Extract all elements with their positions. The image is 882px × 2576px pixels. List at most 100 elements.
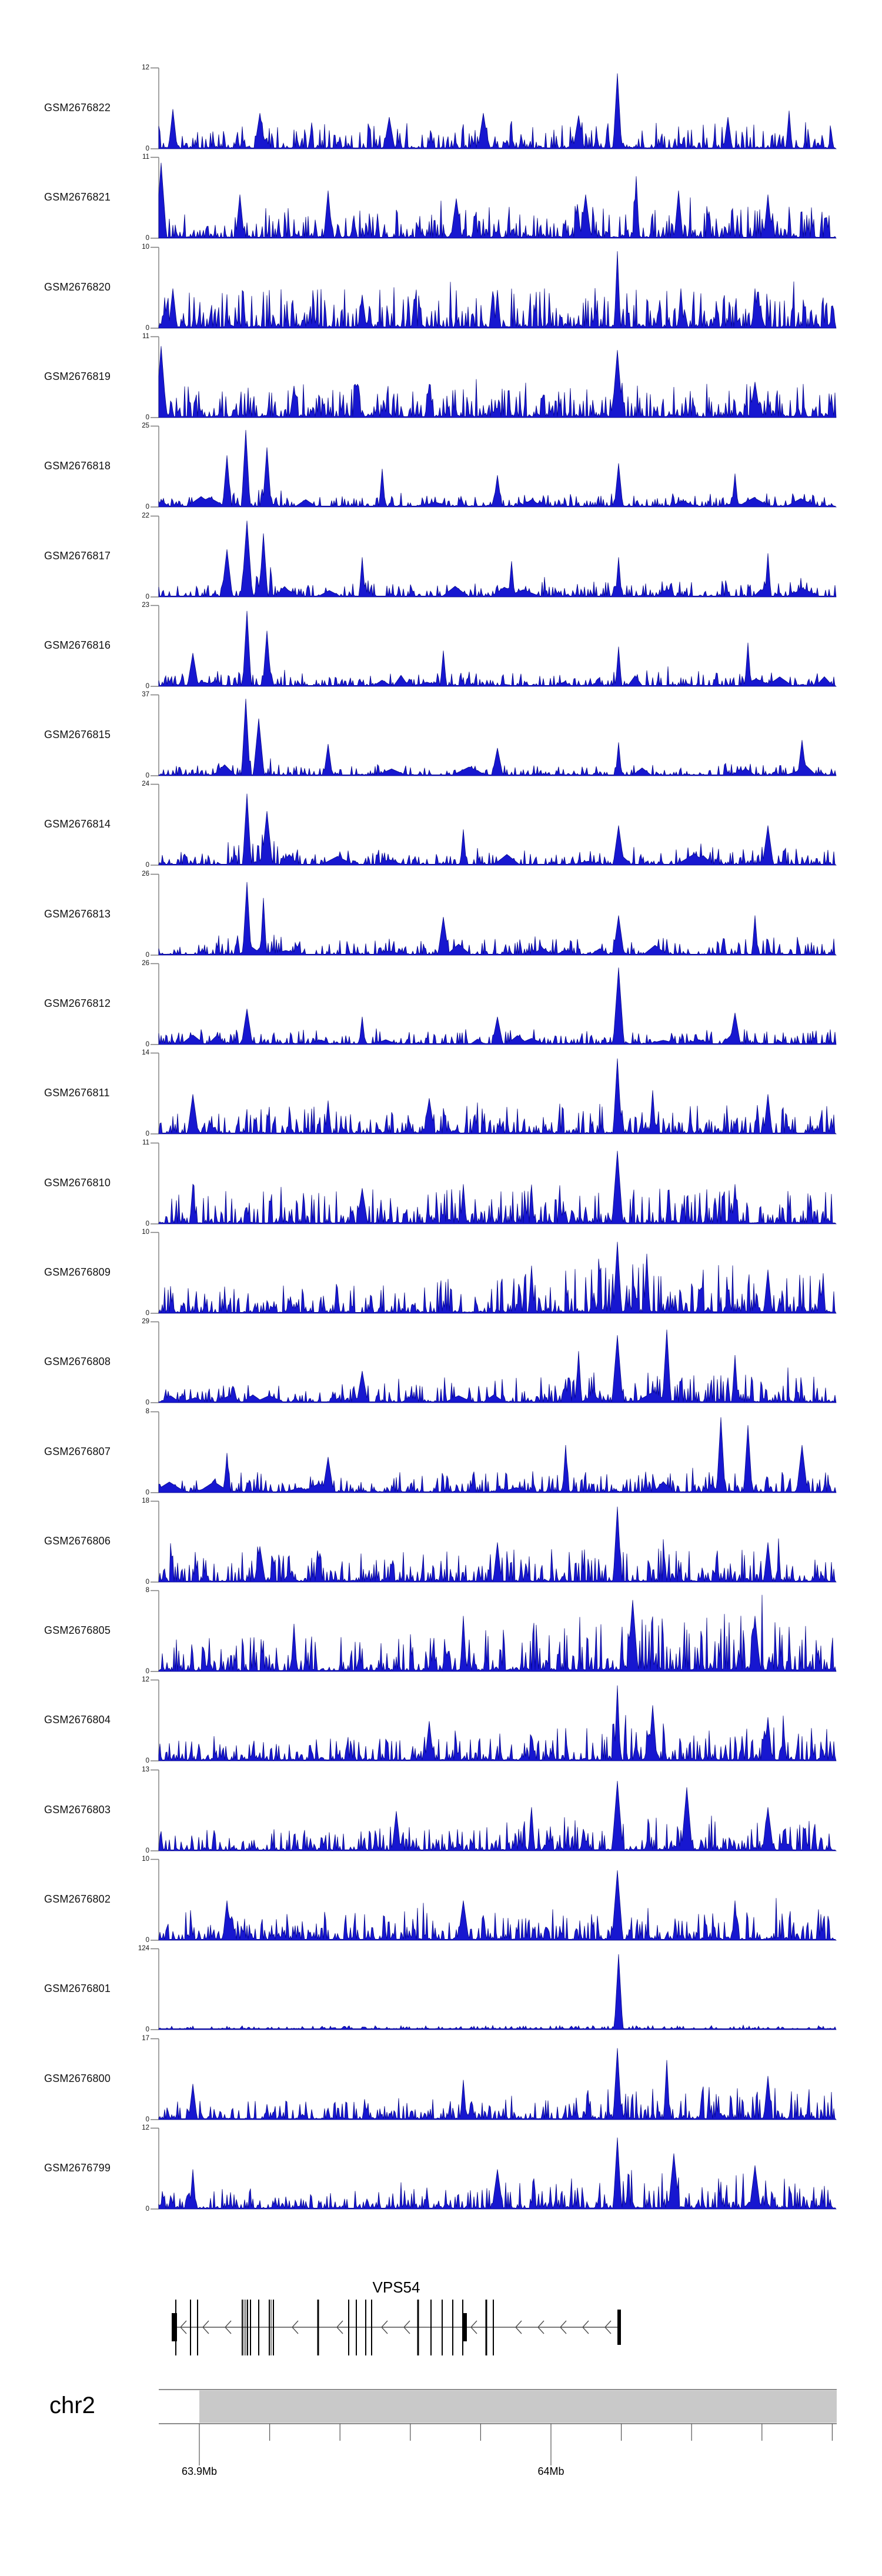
y-axis [151,1948,159,2030]
coverage-plot [151,156,837,239]
y-axis [151,1411,159,1493]
y-axis [151,1321,159,1403]
strand-arrow-icon [403,2320,410,2334]
coverage-waveform [158,1417,837,1493]
axis-max-label: 12 [142,1676,149,1683]
coverage-waveform [158,1594,837,1671]
axis-zero-label: 0 [145,1757,149,1764]
sample-label: GSM2676800 [44,2073,111,2084]
sample-label: GSM2676819 [44,371,111,382]
strand-arrow-icon [604,2320,612,2334]
axis-max-label: 24 [142,780,149,788]
coverage-plot [151,2127,837,2210]
axis-max-label: 25 [142,422,149,429]
axis-max-label: 11 [142,154,149,161]
ruler-tick-label: 64Mb [537,2465,564,2477]
coverage-plot [151,963,837,1045]
coverage-plot [151,873,837,956]
axis-zero-label: 0 [145,2205,149,2213]
coverage-plot [151,783,837,866]
y-axis [151,694,159,776]
sample-label: GSM2676812 [44,997,111,1009]
axis-max-label: 124 [138,1945,149,1952]
sample-label: GSM2676810 [44,1177,111,1189]
coverage-plot [151,515,837,598]
axis-zero-label: 0 [145,772,149,779]
y-axis [151,246,159,329]
axis-zero-label: 0 [145,2026,149,2033]
coverage-plot [151,246,837,329]
coverage-plot [151,2038,837,2120]
sample-label: GSM2676802 [44,1893,111,1905]
axis-max-label: 10 [142,243,149,251]
y-axis [151,783,159,866]
axis-zero-label: 0 [145,1130,149,1137]
gene-name-label: VPS54 [372,2278,420,2296]
coverage-plot [151,1232,837,1314]
axis-max-label: 37 [142,691,149,698]
axis-zero-label: 0 [145,234,149,242]
chromosome-name-label: chr2 [49,2393,95,2418]
axis-zero-label: 0 [145,1578,149,1586]
sample-label: GSM2676799 [44,2162,111,2174]
coverage-waveform [158,1506,837,1582]
strand-arrow-icon [202,2320,209,2334]
coverage-waveform [158,610,837,686]
strand-arrow-icon [560,2320,567,2334]
strand-arrow-icon [180,2320,187,2334]
sample-label: GSM2676805 [44,1624,111,1636]
y-axis [151,963,159,1045]
y-axis [151,1232,159,1314]
strand-arrow-icon [515,2320,522,2334]
strand-arrow-icon [381,2320,388,2334]
coverage-waveform [158,793,837,865]
y-axis [151,2127,159,2210]
axis-zero-label: 0 [145,861,149,869]
sample-label: GSM2676816 [44,639,111,651]
y-axis [151,605,159,687]
axis-zero-label: 0 [145,413,149,421]
axis-zero-label: 0 [145,1936,149,1944]
strand-arrow-icon [336,2320,343,2334]
coverage-waveform [158,345,837,418]
coverage-plot [151,425,837,508]
coverage-waveform [158,73,837,149]
axis-max-label: 10 [142,1856,149,1863]
coverage-waveform [158,882,837,955]
coverage-waveform [158,698,837,776]
coverage-waveform [158,2137,837,2209]
y-axis [151,1590,159,1672]
axis-zero-label: 0 [145,1309,149,1317]
coverage-waveform [158,1150,837,1224]
sample-label: GSM2676803 [44,1804,111,1816]
coverage-plot [151,336,837,418]
y-axis [151,1679,159,1761]
sample-label: GSM2676815 [44,729,111,740]
strand-arrow-icon [292,2320,299,2334]
sample-label: GSM2676822 [44,102,111,114]
y-axis [151,873,159,956]
coverage-waveform [158,429,837,507]
axis-max-label: 14 [142,1049,149,1056]
sample-label: GSM2676808 [44,1356,111,1367]
axis-zero-label: 0 [145,593,149,600]
sample-label: GSM2676817 [44,550,111,562]
gene-model-glyph [172,2300,621,2355]
coverage-plot [151,1052,837,1134]
y-axis [151,1858,159,1941]
coverage-waveform [158,967,837,1045]
ruler-tick-label: 63.9Mb [181,2465,218,2477]
axis-zero-label: 0 [145,682,149,690]
axis-max-label: 29 [142,1318,149,1325]
y-axis [151,156,159,239]
sample-label: GSM2676807 [44,1446,111,1457]
sample-label: GSM2676818 [44,460,111,472]
axis-zero-label: 0 [145,1220,149,1227]
axis-max-label: 26 [142,870,149,877]
coverage-waveform [158,1241,837,1313]
coverage-waveform [158,1058,837,1134]
axis-max-label: 13 [142,1766,149,1773]
axis-max-label: 23 [142,602,149,609]
axis-zero-label: 0 [145,1667,149,1675]
